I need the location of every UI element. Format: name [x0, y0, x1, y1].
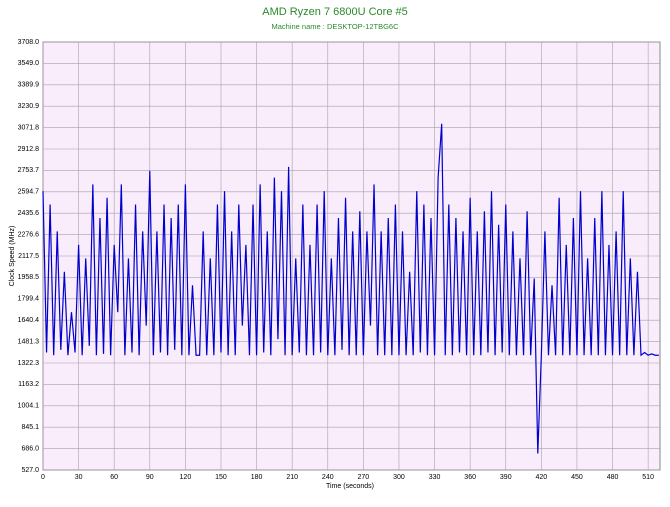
- x-tick-label: 90: [146, 474, 154, 481]
- y-tick-label: 2594.7: [18, 189, 40, 196]
- x-tick-label: 30: [75, 474, 83, 481]
- x-tick-label: 450: [571, 474, 583, 481]
- x-tick-label: 480: [607, 474, 619, 481]
- y-tick-label: 2753.7: [18, 167, 40, 174]
- x-tick-label: 420: [536, 474, 548, 481]
- x-tick-label: 240: [322, 474, 334, 481]
- x-tick-label: 180: [251, 474, 263, 481]
- y-tick-label: 1799.4: [18, 296, 40, 303]
- chart-subtitle: Machine name : DESKTOP-12TBG6C: [272, 22, 400, 31]
- x-tick-label: 390: [500, 474, 512, 481]
- x-tick-label: 330: [429, 474, 441, 481]
- y-tick-label: 3389.9: [18, 82, 40, 89]
- y-tick-label: 2276.6: [18, 231, 40, 238]
- y-tick-label: 1640.4: [18, 317, 40, 324]
- y-tick-label: 3549.0: [18, 60, 40, 67]
- x-tick-label: 270: [358, 474, 370, 481]
- y-tick-label: 527.0: [21, 467, 39, 474]
- y-tick-label: 2117.5: [18, 253, 39, 260]
- y-tick-label: 2435.6: [18, 210, 40, 217]
- y-tick-label: 1004.1: [18, 403, 40, 410]
- y-tick-label: 1163.2: [18, 381, 39, 388]
- x-tick-label: 300: [393, 474, 405, 481]
- x-tick-label: 60: [110, 474, 118, 481]
- x-tick-label: 510: [642, 474, 654, 481]
- x-tick-label: 0: [41, 474, 45, 481]
- y-tick-label: 686.0: [21, 445, 39, 452]
- y-tick-label: 3708.0: [18, 39, 40, 46]
- x-tick-label: 150: [215, 474, 227, 481]
- x-tick-label: 120: [180, 474, 192, 481]
- x-axis-label: Time (seconds): [326, 483, 374, 490]
- y-tick-label: 3230.9: [18, 103, 40, 110]
- x-tick-label: 210: [286, 474, 298, 481]
- y-tick-label: 3071.8: [18, 124, 40, 131]
- y-axis-label: Clock Speed (MHz): [9, 226, 16, 287]
- y-tick-label: 1958.5: [18, 274, 40, 281]
- chart-title: AMD Ryzen 7 6800U Core #5: [262, 6, 408, 18]
- x-tick-label: 360: [464, 474, 476, 481]
- y-tick-label: 2912.8: [18, 146, 40, 153]
- y-tick-label: 1481.3: [18, 338, 40, 345]
- data-line: [42, 123, 659, 454]
- y-tick-label: 845.1: [21, 424, 39, 431]
- y-tick-label: 1322.3: [18, 360, 40, 367]
